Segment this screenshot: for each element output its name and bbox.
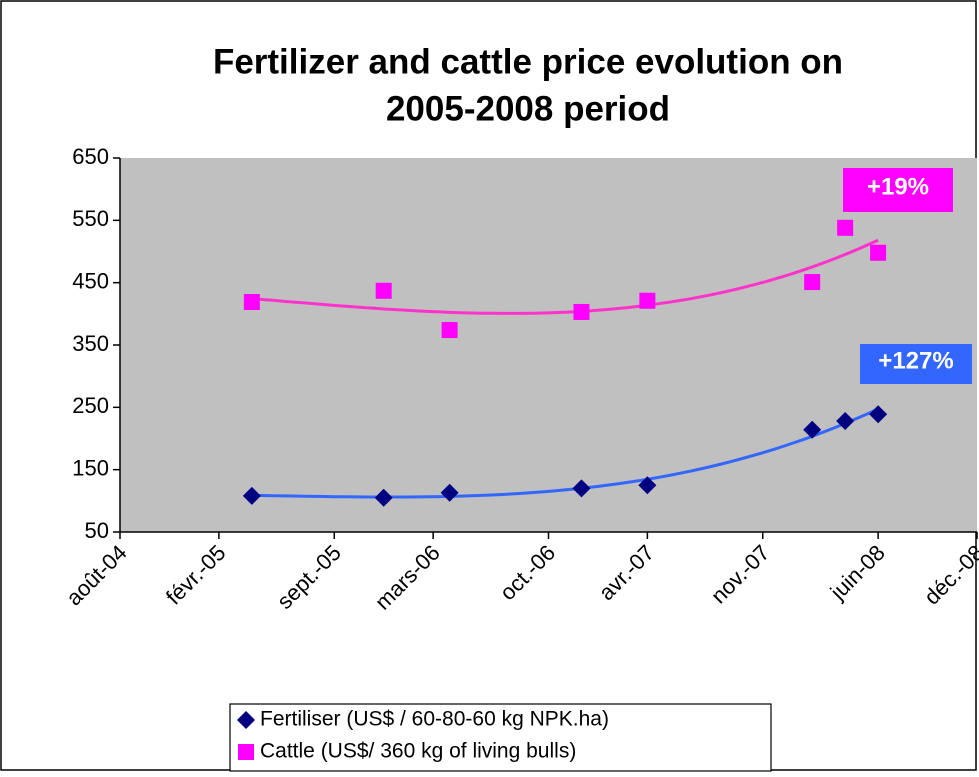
annotation-text: +19% [867, 173, 929, 200]
trend-line [251, 407, 879, 499]
data-point [836, 412, 855, 431]
chart-title: 2005-2008 period [386, 89, 670, 128]
annotation-box [843, 168, 953, 212]
data-point [375, 282, 392, 299]
y-tick-label: 250 [72, 393, 109, 418]
data-point [242, 486, 261, 505]
legend-box [229, 703, 772, 772]
y-tick-label: 650 [72, 144, 109, 169]
y-tick-label: 50 [85, 518, 109, 543]
data-point [837, 219, 854, 236]
data-point [441, 322, 458, 339]
trend-line [251, 238, 879, 315]
data-point [639, 292, 656, 309]
chart-title: Fertilizer and cattle price evolution on [213, 42, 843, 81]
y-tick-label: 350 [72, 331, 109, 356]
annotation-box [860, 344, 972, 384]
data-point [440, 483, 459, 502]
y-tick-label: 550 [72, 206, 109, 231]
y-tick-label: 150 [72, 455, 109, 480]
data-point [803, 420, 822, 439]
legend-label: Fertiliser (US$ / 60-80-60 kg NPK.ha) [260, 708, 609, 731]
data-point [870, 244, 887, 261]
plot-area [120, 158, 977, 532]
data-point [869, 405, 888, 424]
legend-marker [237, 711, 255, 729]
data-point [804, 274, 821, 291]
annotation-text: +127% [878, 347, 953, 374]
legend-marker [238, 744, 254, 760]
data-point [374, 488, 393, 507]
data-point [638, 476, 657, 495]
data-point [572, 479, 591, 498]
legend-label: Cattle (US$/ 360 kg of living bulls) [260, 740, 576, 763]
data-point [573, 303, 590, 320]
y-tick-label: 450 [72, 268, 109, 293]
data-point [243, 293, 260, 310]
